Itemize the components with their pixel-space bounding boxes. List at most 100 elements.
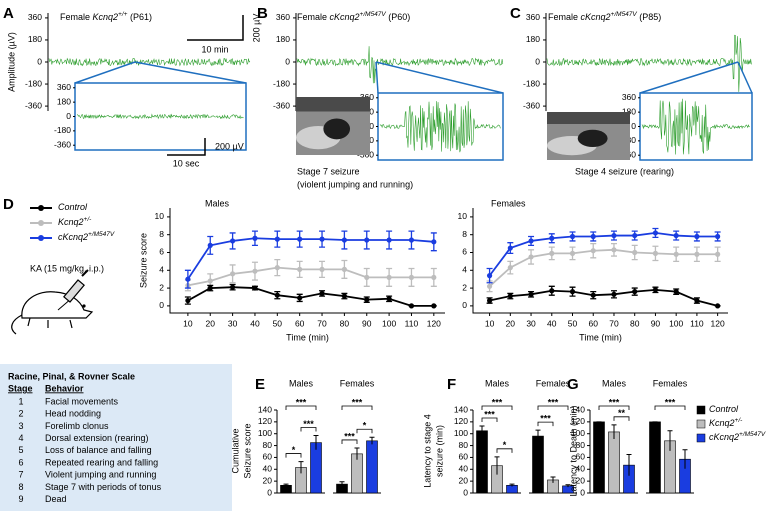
- legend-swatch: [696, 405, 706, 415]
- bar: [649, 421, 661, 494]
- label-part: cKcnq2: [709, 432, 739, 442]
- x-tick-label: 100: [382, 318, 396, 328]
- bar: [608, 431, 620, 494]
- y-tick-label: 40: [576, 464, 586, 474]
- group-title: Males: [485, 378, 510, 388]
- point: [673, 289, 679, 295]
- legend-swatch: [696, 419, 706, 429]
- eeg-trace: [379, 101, 501, 153]
- significance-label: ***: [609, 397, 620, 407]
- injection-label: KA (15 mg/kg, i.p.): [30, 263, 104, 273]
- group-title: Males: [289, 378, 314, 388]
- caption: Stage 7 seizure: [297, 166, 360, 176]
- y-tick-label: 40: [263, 464, 273, 474]
- significance-label: ***: [303, 419, 314, 429]
- significance-bracket: [537, 421, 554, 427]
- y-tick-label: 20: [576, 475, 586, 485]
- photo-detail: [296, 97, 370, 112]
- zoom-line: [74, 61, 136, 84]
- table-cell: Repeated rearing and falling: [45, 457, 158, 467]
- legend-label: Control: [58, 202, 88, 212]
- table-cell: Facial movements: [45, 396, 119, 406]
- y-tick-label: 6: [462, 247, 467, 257]
- point: [297, 266, 303, 272]
- zoom-line: [737, 61, 753, 94]
- table-header: Behavior: [45, 383, 84, 393]
- point: [715, 233, 721, 240]
- caption: Stage 4 seizure (rearing): [575, 166, 674, 176]
- scale-label: 200 µV: [251, 14, 261, 43]
- zoom-line: [375, 61, 504, 94]
- chart-title: Males: [205, 198, 230, 208]
- y-tick-label: 4: [462, 265, 467, 275]
- label-part: Kcnq2: [93, 12, 119, 22]
- scale-table-bg: [0, 364, 232, 511]
- point: [252, 235, 258, 241]
- y-tick-label: 360: [276, 12, 290, 22]
- label-part: +/M547V: [739, 431, 766, 438]
- point: [507, 245, 513, 251]
- label-part: Kcnq2: [709, 418, 735, 428]
- label-part: Female: [548, 12, 581, 22]
- x-tick-label: 30: [526, 318, 536, 328]
- point: [207, 278, 213, 284]
- group-title: Females: [340, 378, 375, 388]
- point: [431, 303, 437, 309]
- chart-title: Females: [491, 198, 526, 208]
- group-title: Females: [536, 378, 571, 388]
- label-part: cKcnq2: [581, 12, 611, 22]
- point: [590, 248, 596, 254]
- point: [297, 295, 303, 301]
- table-cell: 9: [18, 494, 23, 504]
- y-tick-label: 10: [155, 211, 165, 221]
- error-bar: [313, 434, 319, 450]
- bar: [532, 435, 544, 494]
- y-tick-label: 0: [580, 487, 585, 497]
- scale-bar: [167, 138, 206, 156]
- y-tick-label: 120: [454, 416, 468, 426]
- significance-label: ***: [540, 414, 551, 424]
- series-line: [488, 232, 718, 277]
- label-part: (P60): [386, 12, 411, 22]
- panel-letter: E: [255, 376, 265, 393]
- panel-title: Female Kcnq2+/+ (P61): [60, 11, 152, 22]
- label-part: +/-: [84, 216, 93, 223]
- error-bar: [509, 483, 515, 487]
- eeg-trace: [546, 34, 752, 92]
- y-axis-title: Seizure score: [242, 423, 252, 478]
- x-tick-label: 50: [568, 318, 578, 328]
- y-tick-label: 10: [458, 211, 468, 221]
- point: [611, 232, 617, 239]
- scale-label: 200 µV: [215, 141, 244, 151]
- point: [341, 237, 347, 243]
- legend-marker: [38, 235, 44, 241]
- x-tick-label: 110: [690, 318, 704, 328]
- label-part: Control: [58, 202, 88, 212]
- x-tick-label: 120: [711, 318, 725, 328]
- error-bar: [611, 424, 617, 440]
- y-tick-label: 140: [258, 404, 272, 414]
- error-bar: [535, 429, 541, 443]
- y-axis-title: Amplitude (µV): [6, 32, 16, 92]
- caption: (violent jumping and running): [297, 179, 413, 189]
- x-tick-label: 10: [485, 318, 495, 328]
- point: [569, 250, 576, 256]
- significance-label: *: [503, 440, 507, 450]
- significance-label: ***: [484, 409, 495, 419]
- error-bar: [479, 425, 485, 436]
- error-bar: [339, 481, 345, 487]
- point: [364, 237, 370, 243]
- significance-bracket: [654, 405, 686, 410]
- y-tick-label: 0: [631, 121, 636, 131]
- y-tick-label: 0: [66, 111, 71, 121]
- x-tick-label: 20: [206, 318, 216, 328]
- x-tick-label: 80: [340, 318, 350, 328]
- y-axis-title: Latency to stage 4: [422, 414, 432, 488]
- x-tick-label: 40: [250, 318, 260, 328]
- table-cell: 3: [18, 421, 23, 431]
- y-tick-label: 180: [57, 96, 71, 106]
- error-bar: [550, 476, 556, 483]
- table-cell: 8: [18, 482, 23, 492]
- y-tick-label: 360: [526, 12, 540, 22]
- y-axis-title: Latency to Death (min): [568, 405, 578, 496]
